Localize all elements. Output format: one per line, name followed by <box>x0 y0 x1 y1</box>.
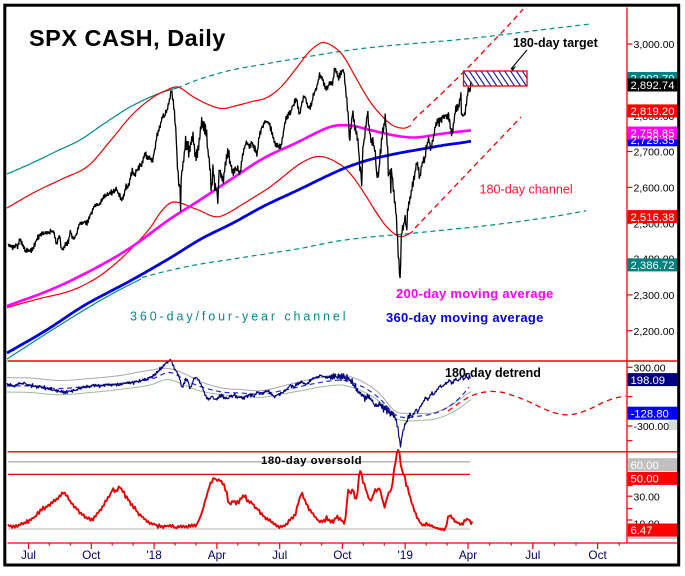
svg-text:2,758.85: 2,758.85 <box>631 128 675 140</box>
svg-text:198.09: 198.09 <box>631 375 666 387</box>
svg-text:SPX CASH, Daily: SPX CASH, Daily <box>29 25 226 51</box>
svg-text:Jul: Jul <box>21 548 36 562</box>
svg-text:2,300.00: 2,300.00 <box>634 290 675 302</box>
svg-text:Apr: Apr <box>208 548 226 562</box>
svg-text:Oct: Oct <box>588 548 607 562</box>
svg-text:Jul: Jul <box>272 548 287 562</box>
svg-text:360-day/four-year channel: 360-day/four-year channel <box>130 310 348 324</box>
svg-text:180-day target: 180-day target <box>513 36 599 50</box>
svg-text:50.00: 50.00 <box>631 474 659 486</box>
svg-text:2,729.35: 2,729.35 <box>631 135 675 147</box>
svg-text:2,600.00: 2,600.00 <box>634 183 675 195</box>
svg-text:300.00: 300.00 <box>634 363 666 375</box>
svg-text:Oct: Oct <box>82 548 101 562</box>
svg-text:3,000.00: 3,000.00 <box>634 39 675 51</box>
svg-text:6.47: 6.47 <box>631 525 653 537</box>
svg-text:180-day channel: 180-day channel <box>480 183 573 197</box>
svg-text:Apr: Apr <box>459 548 477 562</box>
svg-text:'19: '19 <box>398 548 413 562</box>
svg-text:Oct: Oct <box>333 548 352 562</box>
svg-text:360-day moving average: 360-day moving average <box>386 310 544 325</box>
svg-text:Jul: Jul <box>525 548 540 562</box>
svg-text:200-day moving average: 200-day moving average <box>396 286 554 301</box>
svg-text:2,892.74: 2,892.74 <box>631 80 675 92</box>
svg-text:'18: '18 <box>146 548 162 562</box>
svg-text:2,516.38: 2,516.38 <box>631 212 675 224</box>
svg-text:-128.80: -128.80 <box>631 408 669 420</box>
svg-text:60.00: 60.00 <box>631 460 659 472</box>
svg-text:180-day oversold: 180-day oversold <box>261 455 362 467</box>
svg-text:30.00: 30.00 <box>634 491 660 503</box>
svg-text:2,700.00: 2,700.00 <box>634 147 675 159</box>
svg-text:-300.00: -300.00 <box>634 421 670 433</box>
svg-text:2,200.00: 2,200.00 <box>634 326 675 338</box>
svg-text:2,819.20: 2,819.20 <box>631 106 675 118</box>
svg-text:2,386.72: 2,386.72 <box>631 260 675 272</box>
svg-text:180-day detrend: 180-day detrend <box>445 366 541 380</box>
